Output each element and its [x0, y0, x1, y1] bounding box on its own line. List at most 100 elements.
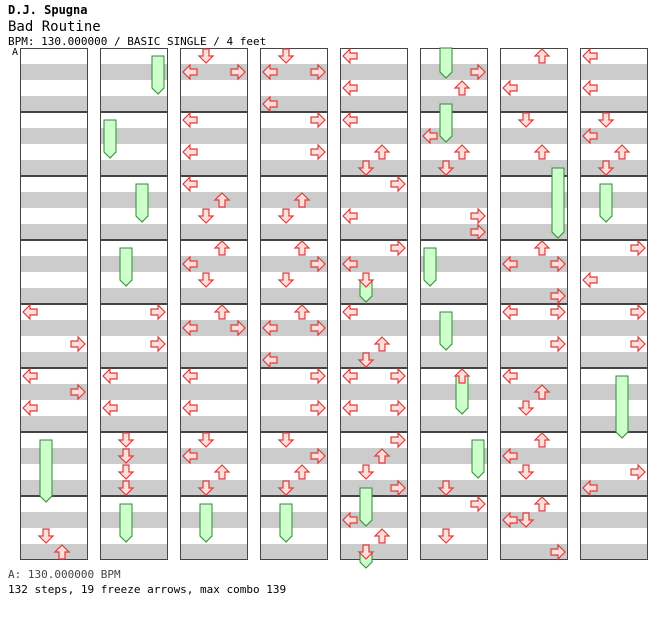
- step-arrow-down: [197, 480, 215, 496]
- beat-stripe: [180, 64, 248, 80]
- beat-stripe: [500, 448, 568, 464]
- step-arrow-left: [502, 367, 518, 385]
- measure-block: [580, 240, 648, 304]
- measure-block: [100, 48, 168, 112]
- measure-block: [20, 48, 88, 112]
- step-arrow-down: [517, 112, 535, 128]
- measure-block: [180, 304, 248, 368]
- beat-stripe: [180, 448, 248, 464]
- beat-stripe: [580, 128, 648, 144]
- beat-stripe: [260, 64, 328, 80]
- beat-stripe: [20, 480, 88, 496]
- step-arrow-up: [213, 464, 231, 480]
- beat-stripe: [260, 128, 328, 144]
- beat-stripe: [20, 288, 88, 304]
- beat-stripe: [20, 384, 88, 400]
- measure-block: [420, 368, 488, 432]
- beat-stripe: [100, 224, 168, 240]
- measure-block: [260, 432, 328, 496]
- step-arrow-left: [502, 511, 518, 529]
- step-arrow-right: [310, 447, 326, 465]
- step-arrow-down: [197, 432, 215, 448]
- chart-column: [260, 48, 328, 560]
- step-arrow-down: [357, 272, 375, 288]
- step-arrow-up: [533, 240, 551, 256]
- beat-stripe: [500, 512, 568, 528]
- measure-block: [180, 368, 248, 432]
- beat-stripe: [100, 352, 168, 368]
- measure-block: [20, 240, 88, 304]
- measure-block: [340, 432, 408, 496]
- measure-block: [340, 304, 408, 368]
- song-title: Bad Routine: [8, 19, 101, 35]
- beat-stripe: [260, 480, 328, 496]
- beat-stripe: [500, 96, 568, 112]
- beat-stripe: [20, 64, 88, 80]
- beat-stripe: [260, 352, 328, 368]
- step-arrow-left: [502, 447, 518, 465]
- beat-stripe: [100, 160, 168, 176]
- measure-block: [260, 304, 328, 368]
- step-arrow-left: [582, 79, 598, 97]
- beat-stripe: [340, 128, 408, 144]
- measure-block: [580, 176, 648, 240]
- beat-stripe: [100, 64, 168, 80]
- step-arrow-down: [197, 48, 215, 64]
- step-arrow-left: [342, 79, 358, 97]
- step-arrow-up: [533, 48, 551, 64]
- freeze-arrow: [471, 439, 485, 479]
- freeze-arrow: [423, 247, 437, 287]
- beat-stripe: [100, 384, 168, 400]
- step-arrow-down: [437, 528, 455, 544]
- beat-stripe: [260, 160, 328, 176]
- step-arrow-right: [310, 63, 326, 81]
- step-arrow-right: [470, 495, 486, 513]
- beat-stripe: [260, 224, 328, 240]
- beat-stripe: [180, 256, 248, 272]
- step-arrow-left: [182, 367, 198, 385]
- measure-block: [500, 112, 568, 176]
- measure-block: [180, 176, 248, 240]
- beat-stripe: [100, 96, 168, 112]
- beat-stripe: [580, 544, 648, 560]
- beat-stripe: [580, 256, 648, 272]
- measure-block: [260, 112, 328, 176]
- beat-stripe: [420, 480, 488, 496]
- beat-stripe: [100, 256, 168, 272]
- step-arrow-left: [582, 47, 598, 65]
- step-arrow-right: [390, 239, 406, 257]
- step-arrow-down: [437, 160, 455, 176]
- step-arrow-right: [150, 335, 166, 353]
- beat-stripe: [420, 64, 488, 80]
- beat-stripe: [420, 96, 488, 112]
- step-arrow-left: [582, 271, 598, 289]
- beat-stripe: [580, 224, 648, 240]
- step-arrow-left: [342, 111, 358, 129]
- beat-stripe: [260, 320, 328, 336]
- step-arrow-up: [53, 544, 71, 560]
- beat-stripe: [500, 416, 568, 432]
- beat-stripe: [500, 160, 568, 176]
- beat-stripe: [580, 320, 648, 336]
- beat-stripe: [420, 448, 488, 464]
- beat-stripe: [340, 256, 408, 272]
- measure-block: [260, 496, 328, 560]
- step-arrow-right: [230, 319, 246, 337]
- step-arrow-up: [293, 304, 311, 320]
- step-arrow-down: [277, 48, 295, 64]
- beat-stripe: [260, 544, 328, 560]
- measure-block: [580, 496, 648, 560]
- step-arrow-left: [182, 63, 198, 81]
- freeze-arrow: [439, 103, 453, 143]
- beat-stripe: [180, 320, 248, 336]
- beat-stripe: [20, 512, 88, 528]
- beat-stripe: [420, 192, 488, 208]
- step-arrow-down: [117, 448, 135, 464]
- step-arrow-right: [630, 239, 646, 257]
- freeze-arrow: [135, 183, 149, 223]
- beat-stripe: [500, 384, 568, 400]
- beat-stripe: [20, 544, 88, 560]
- beat-stripe: [20, 448, 88, 464]
- beat-stripe: [20, 96, 88, 112]
